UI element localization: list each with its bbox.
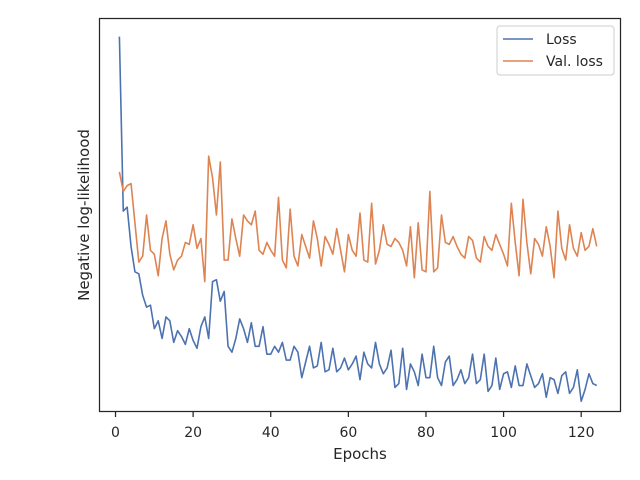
x-tick-label: 0 [111, 425, 120, 441]
series-line-loss [118, 36, 598, 403]
x-tick-label: 20 [184, 425, 202, 441]
x-axis-label: Epochs [333, 445, 387, 463]
legend: Loss Val. loss [496, 25, 615, 76]
x-tick-label: 100 [490, 425, 517, 441]
series-line-val-loss [118, 155, 598, 283]
x-tick-label: 40 [262, 425, 280, 441]
x-tick-label: 120 [568, 425, 595, 441]
axes-frame [98, 17, 622, 413]
legend-label-val-loss: Val. loss [546, 54, 603, 70]
x-tick-label: 80 [417, 425, 435, 441]
x-tick-label: 60 [339, 425, 357, 441]
y-axis-label: Negative log-likelihood [75, 129, 93, 301]
series-layer [118, 36, 598, 403]
legend-label-loss: Loss [546, 32, 577, 48]
x-axis-ticks: 0 20 40 60 80 100 120 [111, 411, 595, 441]
